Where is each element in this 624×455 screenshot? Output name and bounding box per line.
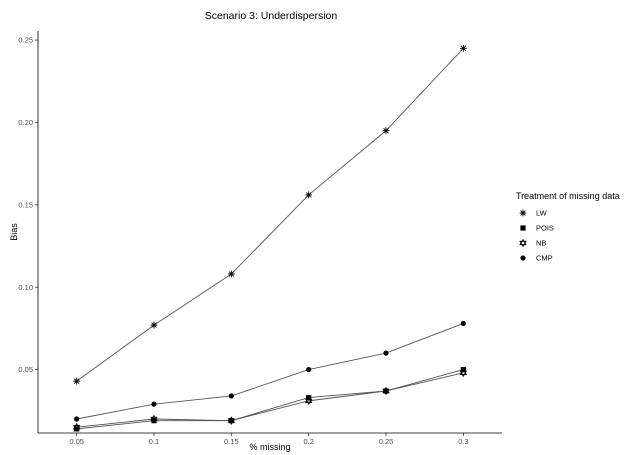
point-cmp [74, 416, 80, 422]
y-tick-label: 0.25 [18, 36, 33, 45]
point-nb [72, 422, 81, 432]
y-axis-title: Bias [9, 223, 19, 241]
x-tick-label: 0.25 [379, 437, 394, 446]
x-tick-label: 0.1 [149, 437, 159, 446]
series-points [72, 44, 468, 432]
series-line-pois [76, 369, 464, 430]
point-lw [150, 321, 158, 329]
point-pois [383, 388, 389, 394]
point-nb [150, 414, 158, 424]
point-lw [382, 127, 390, 135]
point-lw [227, 270, 235, 278]
point-cmp [460, 320, 466, 327]
y-axis-ticks: 0.05 0.10 0.15 0.20 0.25 [18, 36, 38, 374]
point-nb [459, 368, 468, 378]
point-cmp [151, 401, 157, 407]
chart-title: Scenario 3: Underdispersion [205, 10, 338, 22]
y-tick-label: 0.05 [18, 365, 33, 374]
legend-key-nb [519, 238, 527, 248]
point-lw [73, 377, 81, 385]
point-cmp [306, 366, 312, 373]
point-cmp [228, 393, 234, 399]
point-nb [227, 416, 236, 425]
x-axis-title: % missing [249, 442, 290, 452]
x-tick-label: 0.05 [69, 437, 84, 446]
legend-label-pois: POIS [536, 224, 554, 233]
y-tick-label: 0.20 [18, 118, 33, 127]
legend-label-nb: NB [536, 239, 546, 248]
x-tick-label: 0.3 [458, 437, 468, 446]
point-pois [228, 418, 234, 424]
x-tick-label: 0.2 [303, 437, 313, 446]
series-lines [76, 47, 464, 430]
y-tick-label: 0.10 [18, 283, 33, 292]
series-line-nb [76, 372, 464, 428]
point-lw [305, 191, 313, 199]
legend-key-cmp [520, 255, 526, 261]
legend-key-lw [519, 209, 527, 217]
point-nb [304, 396, 313, 406]
point-lw [459, 44, 467, 52]
point-nb [382, 386, 390, 396]
series-line-lw [76, 47, 464, 382]
legend-key-pois [520, 225, 526, 231]
legend-title: Treatment of missing data [516, 191, 620, 201]
x-tick-label: 0.15 [224, 437, 239, 446]
legend: Treatment of missing data LW POIS NB CMP [516, 191, 620, 263]
legend-items: LW POIS NB CMP [519, 209, 554, 263]
legend-label-cmp: CMP [536, 254, 553, 263]
x-axis-ticks: 0.05 0.1 0.15 0.2 0.25 0.3 [69, 433, 469, 446]
series-line-cmp [76, 323, 464, 420]
point-cmp [383, 350, 389, 356]
legend-label-lw: LW [536, 209, 548, 218]
y-tick-label: 0.15 [18, 200, 33, 209]
